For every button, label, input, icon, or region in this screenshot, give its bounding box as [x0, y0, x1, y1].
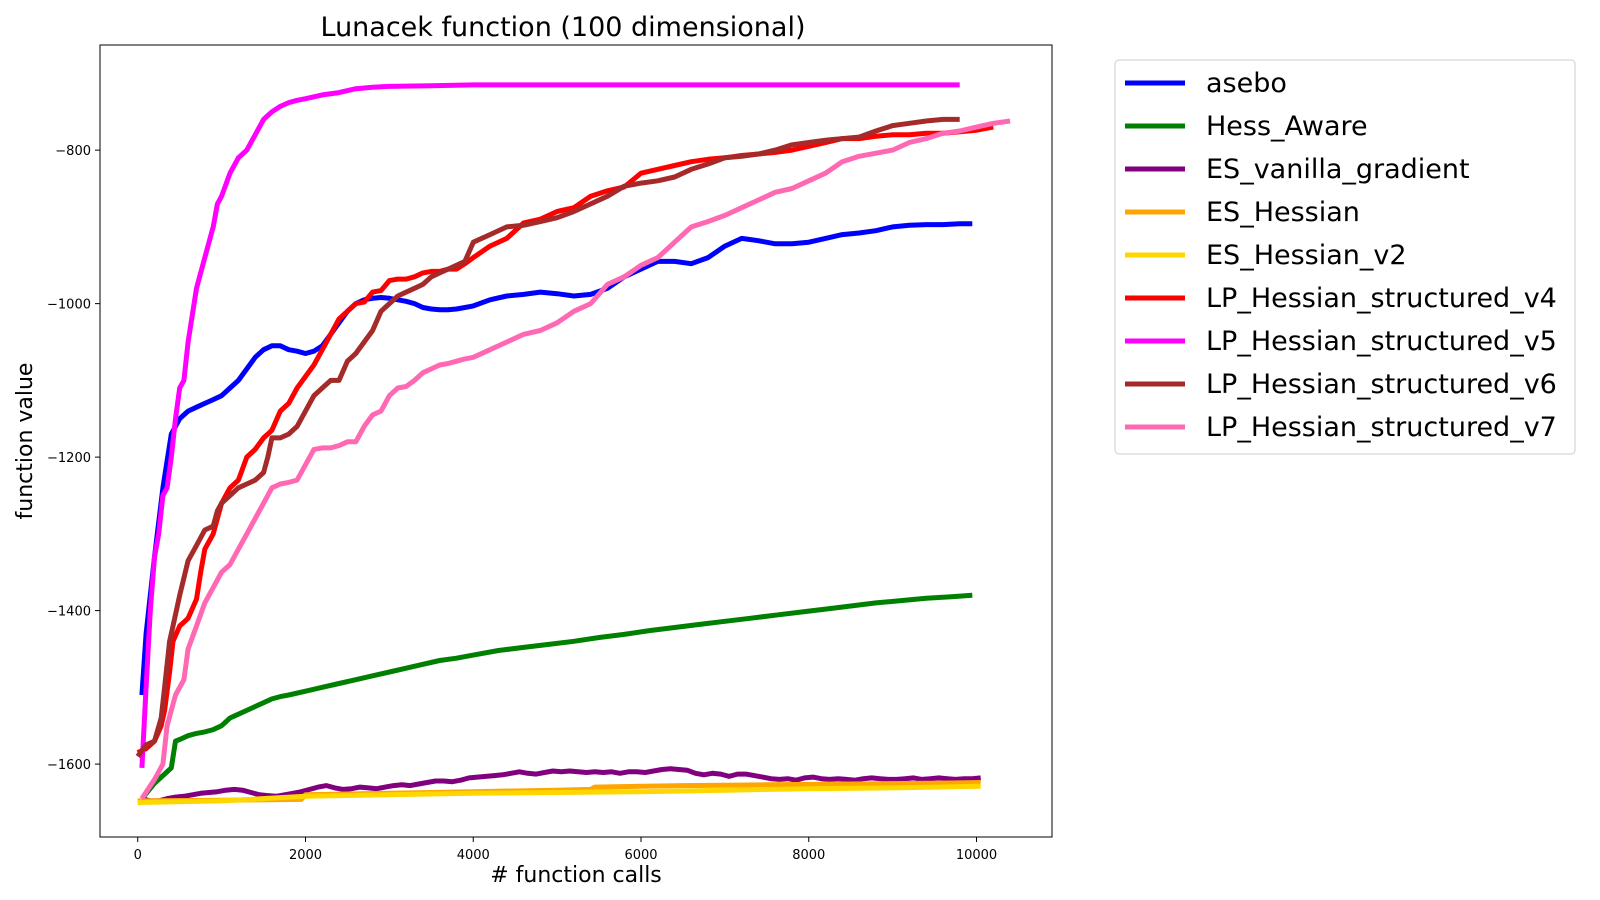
- legend-box: [1114, 59, 1576, 455]
- y-tick-label: −1400: [47, 605, 91, 620]
- y-tick-label: −1600: [47, 758, 91, 773]
- series-line-lp-hessian-structured-v7: [139, 118, 1011, 800]
- y-tick-label: −800: [55, 144, 91, 159]
- legend-label: LP_Hessian_structured_v4: [1206, 283, 1557, 314]
- legend-label: ES_Hessian_v2: [1206, 240, 1407, 271]
- x-tick-label: 8000: [792, 848, 825, 863]
- x-axis: 0 2000 4000 6000 8000 10000: [134, 837, 997, 863]
- x-tick-label: 2000: [289, 848, 322, 863]
- y-tick-label: −1200: [47, 451, 91, 466]
- series-line-lp-hessian-structured-v6: [135, 116, 960, 758]
- x-tick-label: 10000: [956, 848, 997, 863]
- series-line-hess-aware: [139, 592, 973, 801]
- legend-label: asebo: [1206, 68, 1287, 99]
- y-axis-title: function value: [13, 363, 38, 520]
- legend-label: LP_Hessian_structured_v6: [1206, 369, 1557, 400]
- legend: asebo Hess_Aware ES_vanilla_gradient ES_Hes…: [1114, 59, 1576, 455]
- plot-area: [99, 44, 1053, 838]
- legend-label: ES_Hessian: [1206, 197, 1360, 228]
- x-tick-label: 6000: [624, 848, 657, 863]
- legend-label: Hess_Aware: [1206, 111, 1368, 142]
- series-line-es-hessian-v2: [137, 783, 981, 805]
- y-axis: −1600 −1400 −1200 −1000 −800: [47, 144, 100, 773]
- x-tick-label: 0: [134, 848, 142, 863]
- legend-label: LP_Hessian_structured_v5: [1206, 326, 1557, 357]
- series-line-lp-hessian-structured-v5: [139, 82, 960, 769]
- chart-title: Lunacek function (100 dimensional): [321, 12, 806, 43]
- x-tick-label: 4000: [457, 848, 490, 863]
- legend-label: LP_Hessian_structured_v7: [1206, 412, 1557, 443]
- series-line-asebo: [139, 221, 973, 696]
- y-tick-label: −1000: [47, 298, 91, 313]
- legend-label: ES_vanilla_gradient: [1206, 154, 1470, 185]
- series-line-lp-hessian-structured-v4: [136, 124, 994, 755]
- x-axis-title: # function calls: [490, 863, 662, 888]
